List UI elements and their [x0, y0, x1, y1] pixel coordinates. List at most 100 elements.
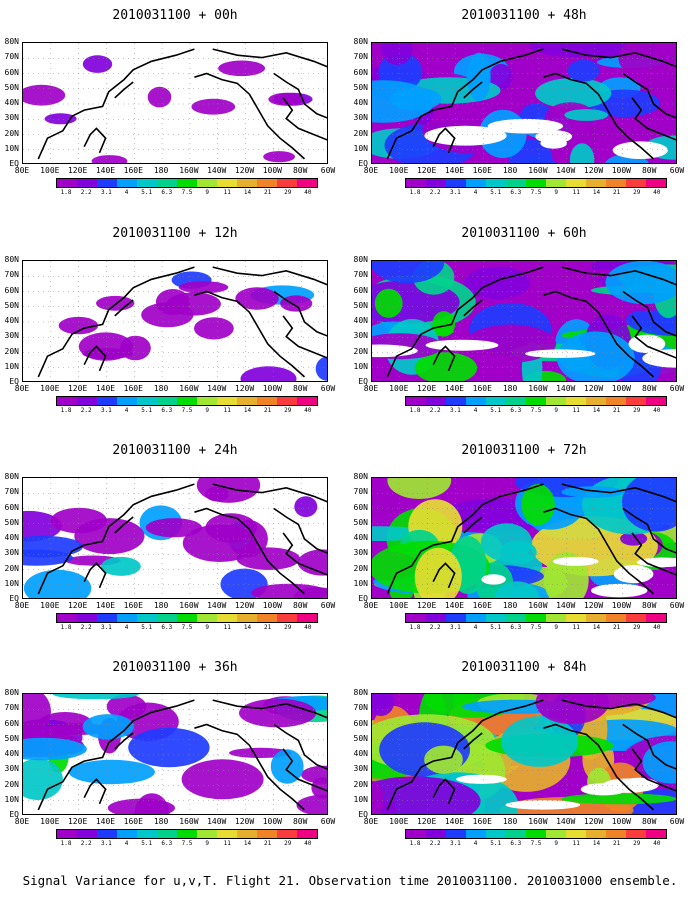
coastline [273, 723, 327, 770]
colorbar-swatch [117, 830, 137, 838]
longitude-label: 140E [444, 166, 465, 175]
latitude-label: EQ [358, 594, 368, 603]
longitude-label: 60W [669, 166, 685, 175]
colorbar-label: 1.8 [409, 189, 421, 196]
colorbar-swatch [237, 614, 257, 622]
latitude-label: 40N [353, 533, 368, 542]
field-contour-blob [82, 348, 133, 360]
field-contour-blob [23, 737, 87, 761]
coastline [631, 748, 676, 792]
coastline [282, 97, 327, 141]
colorbar-swatch [257, 397, 277, 405]
colorbar-label: 2.2 [80, 624, 92, 631]
colorbar-swatch [566, 830, 586, 838]
coastline [631, 315, 676, 359]
longitude-label: 80E [363, 601, 379, 610]
colorbar-swatch [217, 397, 237, 405]
coastline [282, 532, 327, 576]
longitude-label: 160W [179, 166, 199, 175]
latitude-label: 40N [353, 749, 368, 758]
longitude-label: 120E [67, 384, 88, 393]
latitude-label: EQ [9, 810, 19, 819]
coastline [37, 483, 195, 595]
colorbar-label: 5.1 [490, 407, 502, 414]
latitude-label: 30N [4, 113, 19, 123]
latitude-label: 50N [353, 733, 368, 743]
longitude-label: 180 [153, 384, 169, 393]
colorbar-swatch [426, 179, 446, 187]
colorbar-swatch [646, 397, 666, 405]
latitude-label: 80N [353, 688, 368, 697]
latitude-label: 80N [4, 255, 19, 264]
longitude-label: 140E [444, 384, 465, 393]
field-contour-blob [101, 556, 141, 576]
longitude-label: 60W [669, 384, 685, 393]
colorbar-label: 14 [592, 840, 601, 847]
panel-title: 2010031100 + 72h [461, 443, 587, 458]
field-contour-blob [280, 295, 313, 312]
colorbar-swatch [646, 179, 666, 187]
colorbar-swatch [217, 179, 237, 187]
field-contour-blob [68, 759, 155, 785]
longitude-label: 160W [179, 817, 199, 826]
latitude-label: 50N [353, 517, 368, 527]
field-contour-blob [315, 356, 327, 381]
longitude-label: 100E [40, 601, 60, 610]
latitude-label: 50N [4, 517, 19, 527]
coastline [37, 699, 195, 811]
longitude-label: 80W [292, 384, 308, 393]
colorbar-label: 11 [572, 624, 580, 631]
field-contour-blob [515, 157, 556, 163]
field-contour-blob [569, 143, 595, 163]
coastline [561, 48, 676, 68]
colorbar [56, 829, 318, 839]
longitude-label: 80W [641, 817, 657, 826]
longitude-label: 140W [556, 817, 576, 826]
coastline [114, 299, 134, 317]
coastline [463, 516, 483, 534]
latitude-label: EQ [9, 159, 19, 168]
field-contour-blob [489, 63, 513, 90]
longitude-label: 80W [641, 384, 657, 393]
latitude-label: 70N [4, 270, 19, 280]
field-contour-blob [389, 87, 442, 111]
colorbar-swatch [526, 830, 546, 838]
field-contour-blob [567, 59, 600, 82]
colorbar-swatch [297, 397, 317, 405]
colorbar-label: 3.1 [449, 189, 461, 196]
low-variance-region [424, 125, 507, 146]
longitude-label: 120W [583, 166, 604, 175]
colorbar-label: 3.1 [100, 624, 112, 631]
colorbar-label: 6.3 [510, 840, 522, 847]
colorbar-label: 21 [263, 624, 272, 631]
field-contour-blob [622, 478, 676, 532]
colorbar-swatch [466, 614, 486, 622]
longitude-label: 80W [292, 601, 308, 610]
longitude-label: 80E [14, 817, 30, 826]
colorbar-swatch [586, 614, 606, 622]
colorbar-swatch [466, 830, 486, 838]
colorbar-label: 5.1 [141, 840, 153, 847]
longitude-label: 140E [95, 817, 116, 826]
latitude-label: 20N [4, 563, 19, 573]
colorbar-swatch [566, 397, 586, 405]
latitude-label: 50N [4, 733, 19, 743]
latitude-label: 70N [353, 52, 368, 62]
colorbar-swatch [277, 397, 297, 405]
colorbar-swatch [277, 179, 297, 187]
colorbar-label: 40 [653, 407, 661, 414]
colorbar-swatch [97, 397, 117, 405]
colorbar-label: 2.2 [80, 840, 92, 847]
colorbar-swatch [546, 614, 566, 622]
colorbar-swatch [57, 397, 77, 405]
colorbar-label: 9 [205, 840, 209, 847]
latitude-label: 40N [4, 533, 19, 542]
colorbar-label: 14 [592, 189, 601, 196]
field-contour-blob [270, 749, 304, 784]
field-contour-blob [23, 84, 66, 106]
longitude-label: 160W [528, 384, 548, 393]
low-variance-region [535, 130, 573, 144]
colorbar-swatch [77, 397, 97, 405]
colorbar-label: 21 [612, 840, 621, 847]
colorbar-swatch [466, 397, 486, 405]
